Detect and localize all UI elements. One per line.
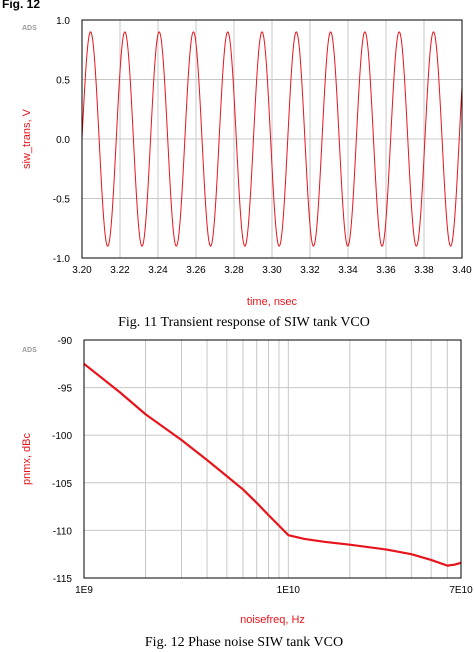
x-tick-label: 3.38: [414, 265, 434, 276]
ads-label: ADS: [22, 25, 37, 32]
caption: Fig. 12 Phase noise SIW tank VCO: [145, 635, 343, 650]
y-tick-label: -115: [53, 574, 73, 585]
y-tick-label: -110: [53, 526, 73, 537]
y-tick-label: 0.5: [56, 76, 70, 87]
x-tick-label: 3.30: [262, 265, 282, 276]
x-tick-label: 3.32: [300, 265, 320, 276]
y-tick-label: -0.5: [53, 195, 71, 206]
y-axis-label: siw_trans, V: [21, 108, 33, 169]
x-tick-label: 3.36: [376, 265, 396, 276]
x-tick-label: 3.26: [186, 265, 206, 276]
grid: [83, 339, 462, 579]
y-tick-label: -95: [58, 384, 73, 395]
x-tick-label: 3.28: [224, 265, 244, 276]
heading-fragment: Fig. 12: [2, 0, 40, 11]
series-line-pnmx: [83, 362, 462, 567]
series-line-siw-trans: [81, 31, 463, 247]
x-tick-label: 3.20: [72, 265, 92, 276]
x-tick-label: 7E10: [449, 585, 473, 596]
y-tick-label: -90: [58, 336, 73, 347]
plot-frame: [81, 19, 463, 259]
y-axis-label: pnmx, dBc: [21, 433, 33, 485]
y-tick-label: 1.0: [56, 16, 70, 27]
tick-labels: 3.20 3.22 3.24 3.26 3.28 3.30 3.32 3.34 3.36 3.38…: [53, 16, 472, 276]
transient-chart: ADS 3.20 3.22 3.24 3.26 3.28 3.30 3.32 3.34 3.36…: [21, 16, 472, 330]
x-axis-label: noisefreq, Hz: [240, 614, 305, 626]
x-tick-label: 3.34: [338, 265, 358, 276]
x-axis-label: time, nsec: [247, 296, 298, 308]
x-tick-label: 3.22: [110, 265, 130, 276]
x-tick-label: 3.24: [148, 265, 168, 276]
phase-noise-chart: ADS 1E9 1E10 7E10 -90 -95 -100 -105 -110 -115 no…: [21, 336, 473, 650]
ads-label: ADS: [22, 347, 37, 354]
grid: [81, 19, 463, 259]
y-tick-label: 0.0: [56, 135, 70, 146]
x-tick-label: 1E9: [75, 585, 93, 596]
y-tick-label: -1.0: [53, 254, 71, 265]
x-tick-label: 1E10: [277, 585, 301, 596]
y-tick-label: -105: [52, 479, 72, 490]
y-tick-label: -100: [52, 431, 72, 442]
tick-labels: 1E9 1E10 7E10 -90 -95 -100 -105 -110 -115: [52, 336, 473, 596]
plot-frame: [83, 339, 462, 579]
caption: Fig. 11 Transient response of SIW tank V…: [118, 315, 370, 330]
x-tick-label: 3.40: [452, 265, 472, 276]
